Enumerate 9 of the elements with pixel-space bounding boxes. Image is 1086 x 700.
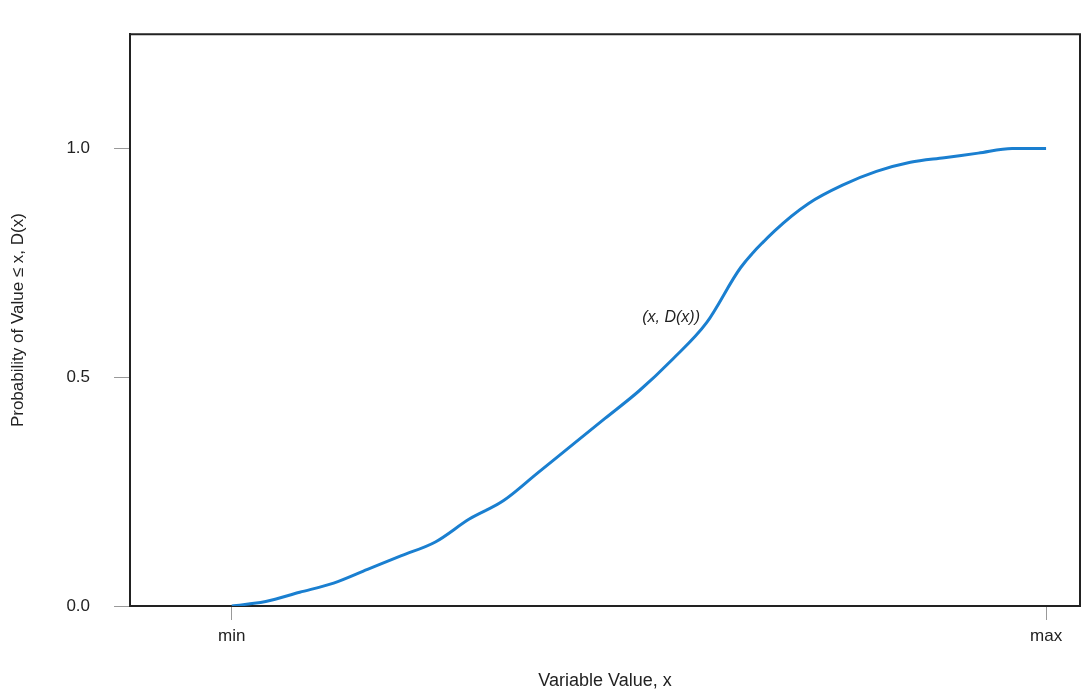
line-series [230, 147, 1048, 606]
x-tick-label: min [218, 625, 246, 645]
y-axis-title: Probability of Value ≤ x, D(x) [7, 213, 27, 428]
annotation: (x, D(x)) [642, 307, 701, 325]
y-tick-label: 0.5 [66, 366, 91, 386]
x-axis-title: Variable Value, x [538, 670, 672, 691]
y-tick-label: 0.0 [66, 595, 91, 615]
y-tick-label: 1.0 [66, 138, 91, 158]
x-tick-label: max [1030, 625, 1063, 645]
